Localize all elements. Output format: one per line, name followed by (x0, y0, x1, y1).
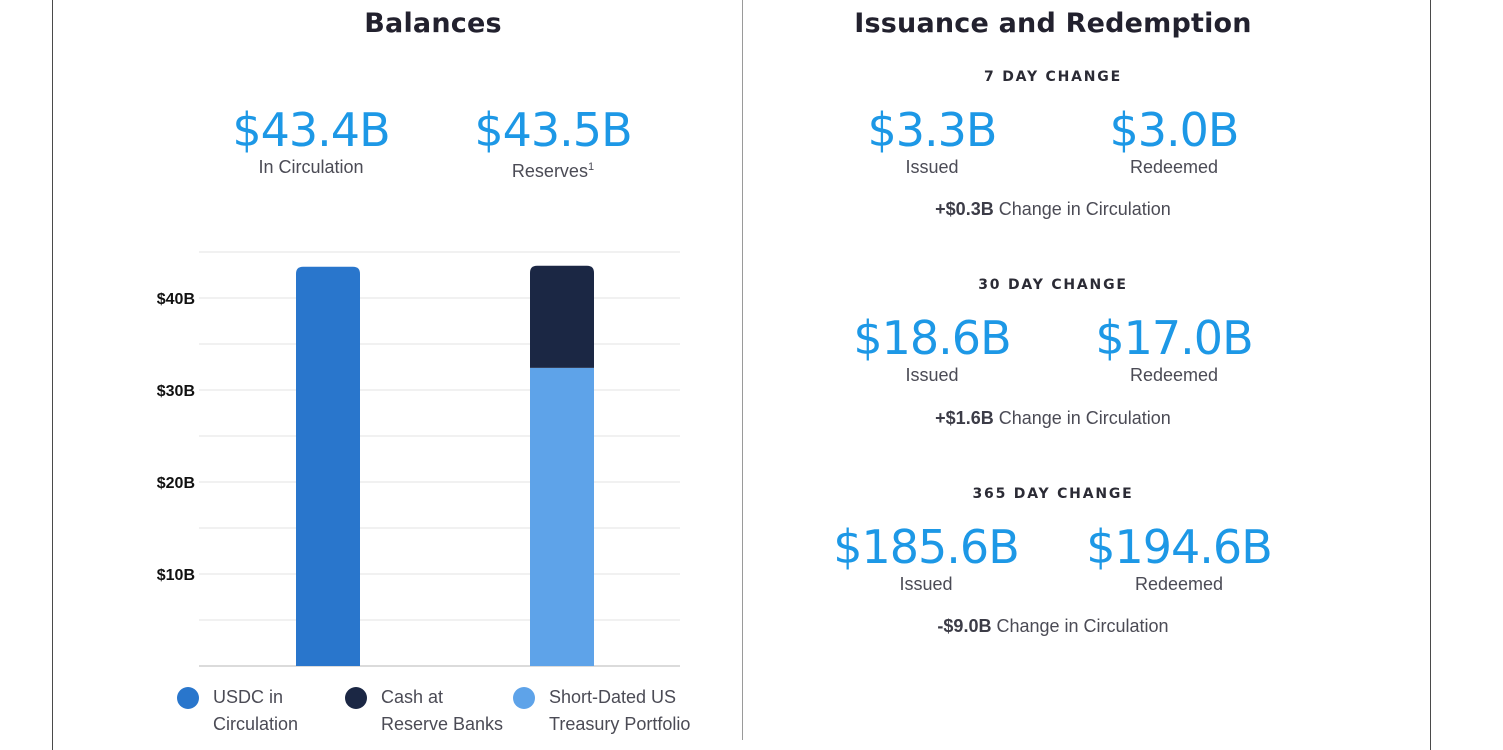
thirty-day-heading: 30 DAY CHANGE (978, 277, 1128, 293)
thirty-day-issued-stat: $18.6B Issued (832, 312, 1032, 386)
seven-day-issued-label: Issued (905, 157, 959, 177)
legend-label-usdc-line1: USDC in (213, 687, 284, 707)
legend-item-treasury: Short-Dated US Treasury Portfolio (513, 684, 699, 738)
thirty-day-change-amount: +$1.6B (935, 408, 994, 428)
legend-label-treasury-line2: Treasury Portfolio (549, 714, 691, 734)
balances-chart: $10B $20B $30B $40B (157, 251, 680, 667)
legend-label-treasury-line1: Short-Dated US (549, 687, 677, 707)
thirty-day-redeemed-label: Redeemed (1129, 365, 1219, 385)
year-issued-label: Issued (899, 574, 953, 594)
legend-item-usdc: USDC in Circulation (177, 684, 363, 738)
legend-dot-usdc (177, 687, 199, 709)
thirty-day-redeemed-stat: $17.0B Redeemed (1074, 312, 1274, 386)
year-redeemed-label: Redeemed (1134, 574, 1224, 594)
right-border (1430, 0, 1431, 750)
year-redeemed-value: $194.6B (1086, 520, 1273, 574)
year-change-amount: -$9.0B (937, 616, 992, 636)
year-issued-value: $185.6B (833, 520, 1020, 574)
seven-day-change-line: +$0.3B Change in Circulation (742, 199, 1364, 220)
bar-short-dated-us-treasury-portfolio (530, 367, 594, 666)
issuance-title: Issuance and Redemption (854, 8, 1252, 39)
seven-day-redeemed-value: $3.0B (1109, 103, 1240, 157)
left-border (52, 0, 53, 750)
year-heading: 365 DAY CHANGE (972, 486, 1134, 502)
in-circulation-stat: $43.4B In Circulation (211, 104, 411, 178)
balances-title: Balances (364, 8, 502, 39)
seven-day-redeemed-stat: $3.0B Redeemed (1074, 104, 1274, 178)
seven-day-change-amount: +$0.3B (935, 199, 994, 219)
y-tick-label: $10B (157, 567, 195, 584)
thirty-day-issued-value: $18.6B (853, 311, 1011, 365)
year-issued-stat: $185.6B Issued (816, 521, 1036, 595)
thirty-day-issued-label: Issued (905, 365, 959, 385)
legend-dot-treasury (513, 687, 535, 709)
in-circulation-value: $43.4B (232, 103, 390, 157)
bar-usdc-in-circulation (296, 266, 360, 666)
reserves-stat: $43.5B Reserves1 (453, 104, 653, 182)
year-change-line: -$9.0B Change in Circulation (742, 616, 1364, 637)
seven-day-heading: 7 DAY CHANGE (984, 69, 1122, 85)
thirty-day-change-label: Change in Circulation (998, 408, 1171, 428)
column-divider (742, 0, 743, 740)
year-redeemed-stat: $194.6B Redeemed (1069, 521, 1289, 595)
reserves-label-wrap: Reserves1 (453, 156, 653, 182)
legend-item-cash: Cash at Reserve Banks (345, 684, 531, 738)
y-tick-label: $30B (157, 383, 195, 400)
seven-day-redeemed-label: Redeemed (1129, 157, 1219, 177)
reserves-label: Reserves (511, 161, 588, 181)
legend-dot-cash (345, 687, 367, 709)
in-circulation-label: In Circulation (258, 157, 364, 177)
seven-day-change-label: Change in Circulation (998, 199, 1171, 219)
thirty-day-change-line: +$1.6B Change in Circulation (742, 408, 1364, 429)
legend-label-cash-line1: Cash at (381, 687, 444, 707)
reserves-value: $43.5B (474, 103, 632, 157)
seven-day-issued-stat: $3.3B Issued (832, 104, 1032, 178)
legend-label-cash-line2: Reserve Banks (381, 714, 504, 734)
thirty-day-redeemed-value: $17.0B (1095, 311, 1253, 365)
year-change-label: Change in Circulation (996, 616, 1169, 636)
reserves-footnote[interactable]: 1 (587, 161, 595, 173)
y-tick-label: $40B (157, 291, 195, 308)
bar-cash-at-reserve-banks (530, 265, 594, 368)
seven-day-issued-value: $3.3B (867, 103, 998, 157)
y-tick-label: $20B (157, 475, 195, 492)
legend-label-usdc-line2: Circulation (213, 714, 299, 734)
